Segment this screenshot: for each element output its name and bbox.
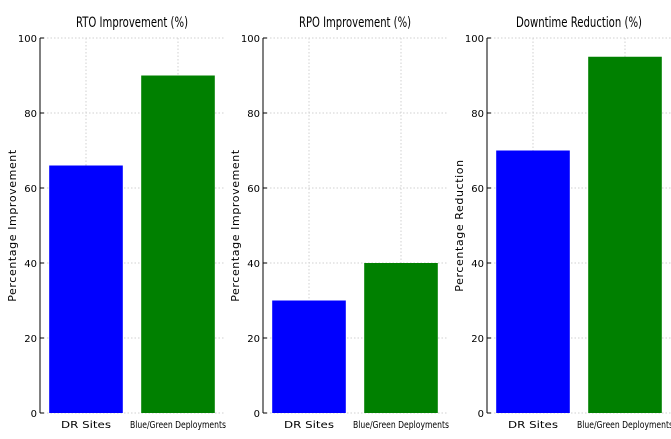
y-tick-label: 40 — [471, 259, 484, 270]
y-axis-label: Percentage Reduction — [453, 159, 466, 291]
x-tick-label: DR Sites — [284, 420, 334, 431]
subplot-title: RPO Improvement (%) — [299, 15, 411, 31]
y-tick-label: 0 — [31, 409, 37, 420]
x-tick-label: Blue/Green Deployments — [353, 420, 449, 431]
y-tick-label: 40 — [247, 259, 260, 270]
y-tick-label: 20 — [247, 334, 260, 345]
bar-blue-green-deployments — [588, 56, 662, 413]
y-tick-label: 20 — [24, 334, 37, 345]
subplot-2: 0 20 40 60 80 100 DR Sites Blue/Green Deploymen… — [229, 15, 449, 431]
bar-dr-sites — [496, 150, 570, 413]
y-tick-label: 40 — [24, 259, 37, 270]
bar-dr-sites — [272, 300, 346, 413]
y-tick-label: 80 — [471, 109, 484, 120]
y-tick-label: 0 — [254, 409, 260, 420]
bar-blue-green-deployments — [364, 263, 438, 413]
y-tick-label: 60 — [24, 184, 37, 195]
x-tick-label: DR Sites — [61, 420, 111, 431]
y-tick-label: 80 — [24, 109, 37, 120]
y-tick-label: 60 — [471, 184, 484, 195]
bar-dr-sites — [49, 165, 123, 413]
y-axis-label: Percentage Improvement — [229, 149, 242, 302]
y-tick-label: 20 — [471, 334, 484, 345]
subplot-1: 0 20 40 60 80 100 DR Sites Blue/Green Deploymen… — [6, 15, 226, 431]
x-tick-label: Blue/Green Deployments — [130, 420, 226, 431]
subplot-title: RTO Improvement (%) — [76, 15, 188, 31]
subplot-3: 0 20 40 60 80 100 DR Sites Blue/Green Deploymen… — [453, 15, 671, 431]
y-tick-label: 60 — [247, 184, 260, 195]
y-tick-label: 100 — [18, 34, 37, 45]
y-axis-label: Percentage Improvement — [6, 149, 19, 302]
y-tick-label: 100 — [465, 34, 484, 45]
x-tick-label: Blue/Green Deployments — [577, 420, 671, 431]
subplot-title: Downtime Reduction (%) — [516, 15, 642, 31]
bar-blue-green-deployments — [141, 75, 215, 413]
y-tick-label: 80 — [247, 109, 260, 120]
y-tick-label: 100 — [241, 34, 260, 45]
x-tick-label: DR Sites — [508, 420, 558, 431]
y-tick-label: 0 — [478, 409, 484, 420]
